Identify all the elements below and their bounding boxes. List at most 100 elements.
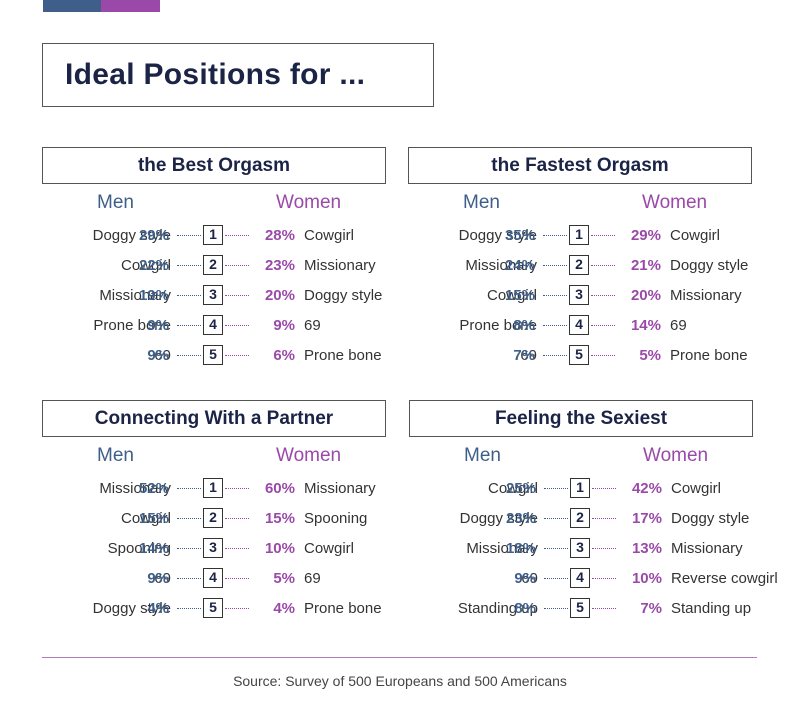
page-title: Ideal Positions for ... xyxy=(65,58,366,91)
men-position-name: Cowgirl xyxy=(487,480,538,497)
women-percentage: 5% xyxy=(273,570,295,587)
women-dotted-connector xyxy=(225,608,249,609)
ranking-row: Standing up 8% 5 7% Standing up xyxy=(409,597,755,621)
women-column-header: Women xyxy=(276,445,342,466)
men-position-name: Prone bone xyxy=(93,317,171,334)
rank-number: 5 xyxy=(570,598,590,618)
rank-number: 1 xyxy=(570,478,590,498)
women-position-name: Prone bone xyxy=(670,347,748,364)
women-percentage: 15% xyxy=(264,510,295,527)
women-dotted-connector xyxy=(225,325,249,326)
men-percentage: 18% xyxy=(505,540,536,557)
women-percentage: 7% xyxy=(640,600,662,617)
women-column-header: Women xyxy=(276,192,342,213)
women-position-name: Cowgirl xyxy=(671,480,722,497)
women-percentage: 20% xyxy=(630,287,661,304)
panel-header: the Best Orgasm xyxy=(42,147,386,184)
ranking-row: Prone bone 8% 4 14% 69 xyxy=(408,314,754,338)
men-position-name: Cowgirl xyxy=(120,510,171,527)
men-position-name: 69 xyxy=(154,570,171,587)
ranking-row: Doggy style 29% 1 28% Cowgirl xyxy=(42,224,388,248)
women-dotted-connector xyxy=(591,235,615,236)
men-percentage: 25% xyxy=(505,480,536,497)
women-percentage: 9% xyxy=(273,317,295,334)
men-percentage: 9% xyxy=(147,347,169,364)
women-color-swatch xyxy=(101,0,160,12)
rank-number: 3 xyxy=(203,538,223,558)
ranking-row: Missionary 52% 1 60% Missionary xyxy=(42,477,388,501)
women-percentage: 5% xyxy=(639,347,661,364)
women-percentage: 60% xyxy=(264,480,295,497)
men-position-name: Cowgirl xyxy=(120,257,171,274)
men-percentage: 22% xyxy=(138,257,169,274)
men-percentage: 15% xyxy=(504,287,535,304)
women-position-name: Doggy style xyxy=(670,257,749,274)
men-position-name: 69 xyxy=(154,347,171,364)
men-percentage: 4% xyxy=(147,600,169,617)
rank-number: 2 xyxy=(570,508,590,528)
men-percentage: 14% xyxy=(138,540,169,557)
men-dotted-connector xyxy=(543,265,567,266)
women-position-name: Doggy style xyxy=(304,287,383,304)
men-position-name: Missionary xyxy=(466,540,538,557)
women-dotted-connector xyxy=(592,488,616,489)
ranking-row: Doggy style 23% 2 17% Doggy style xyxy=(409,507,755,531)
source-note: Source: Survey of 500 Europeans and 500 … xyxy=(233,673,567,689)
women-percentage: 14% xyxy=(630,317,661,334)
women-position-name: Doggy style xyxy=(671,510,750,527)
men-dotted-connector xyxy=(543,235,567,236)
ranking-row: 69 9% 5 6% Prone bone xyxy=(42,344,388,368)
ranking-row: Prone bone 9% 4 9% 69 xyxy=(42,314,388,338)
men-percentage: 23% xyxy=(505,510,536,527)
rank-number: 3 xyxy=(203,285,223,305)
men-position-name: 69 xyxy=(521,570,538,587)
men-position-name: Missionary xyxy=(465,257,537,274)
rank-number: 2 xyxy=(203,508,223,528)
women-percentage: 21% xyxy=(630,257,661,274)
ranking-panel: Feeling the Sexiest Men Women Cowgirl 25% 1 42… xyxy=(409,400,778,630)
men-dotted-connector xyxy=(177,295,201,296)
ranking-row: Cowgirl 15% 3 20% Missionary xyxy=(408,284,754,308)
women-dotted-connector xyxy=(591,355,615,356)
rank-number: 4 xyxy=(569,315,589,335)
men-position-name: Doggy style xyxy=(459,510,538,527)
women-position-name: Missionary xyxy=(670,287,742,304)
men-percentage: 9% xyxy=(147,570,169,587)
ranking-row: Cowgirl 15% 2 15% Spooning xyxy=(42,507,388,531)
rank-number: 2 xyxy=(203,255,223,275)
men-position-name: Doggy style xyxy=(458,227,537,244)
women-percentage: 13% xyxy=(631,540,662,557)
men-dotted-connector xyxy=(544,488,568,489)
men-dotted-connector xyxy=(543,295,567,296)
title-box: Ideal Positions for ... xyxy=(42,43,434,107)
panel-header: Feeling the Sexiest xyxy=(409,400,753,437)
men-dotted-connector xyxy=(177,578,201,579)
ranking-row: Spooning 14% 3 10% Cowgirl xyxy=(42,537,388,561)
ranking-row: Missionary 19% 3 20% Doggy style xyxy=(42,284,388,308)
men-dotted-connector xyxy=(543,355,567,356)
women-dotted-connector xyxy=(592,548,616,549)
women-position-name: 69 xyxy=(304,570,321,587)
women-dotted-connector xyxy=(591,295,615,296)
men-position-name: Missionary xyxy=(99,480,171,497)
panel-title: the Best Orgasm xyxy=(137,154,291,176)
ranking-row: Doggy style 35% 1 29% Cowgirl xyxy=(408,224,754,248)
men-column-header: Men xyxy=(463,192,500,213)
men-dotted-connector xyxy=(544,578,568,579)
women-percentage: 10% xyxy=(264,540,295,557)
top-color-bar xyxy=(43,0,160,12)
men-color-swatch xyxy=(43,0,101,12)
women-dotted-connector xyxy=(225,548,249,549)
men-position-name: 69 xyxy=(520,347,537,364)
ranking-row: 69 7% 5 5% Prone bone xyxy=(408,344,754,368)
rank-number: 2 xyxy=(569,255,589,275)
ranking-panel: Connecting With a Partner Men Women Mission… xyxy=(42,400,388,630)
men-percentage: 8% xyxy=(514,600,536,617)
women-dotted-connector xyxy=(592,518,616,519)
men-percentage: 52% xyxy=(138,480,169,497)
rank-number: 1 xyxy=(569,225,589,245)
women-percentage: 10% xyxy=(631,570,662,587)
rank-number: 1 xyxy=(203,478,223,498)
women-dotted-connector xyxy=(592,578,616,579)
women-position-name: Standing up xyxy=(671,600,752,617)
